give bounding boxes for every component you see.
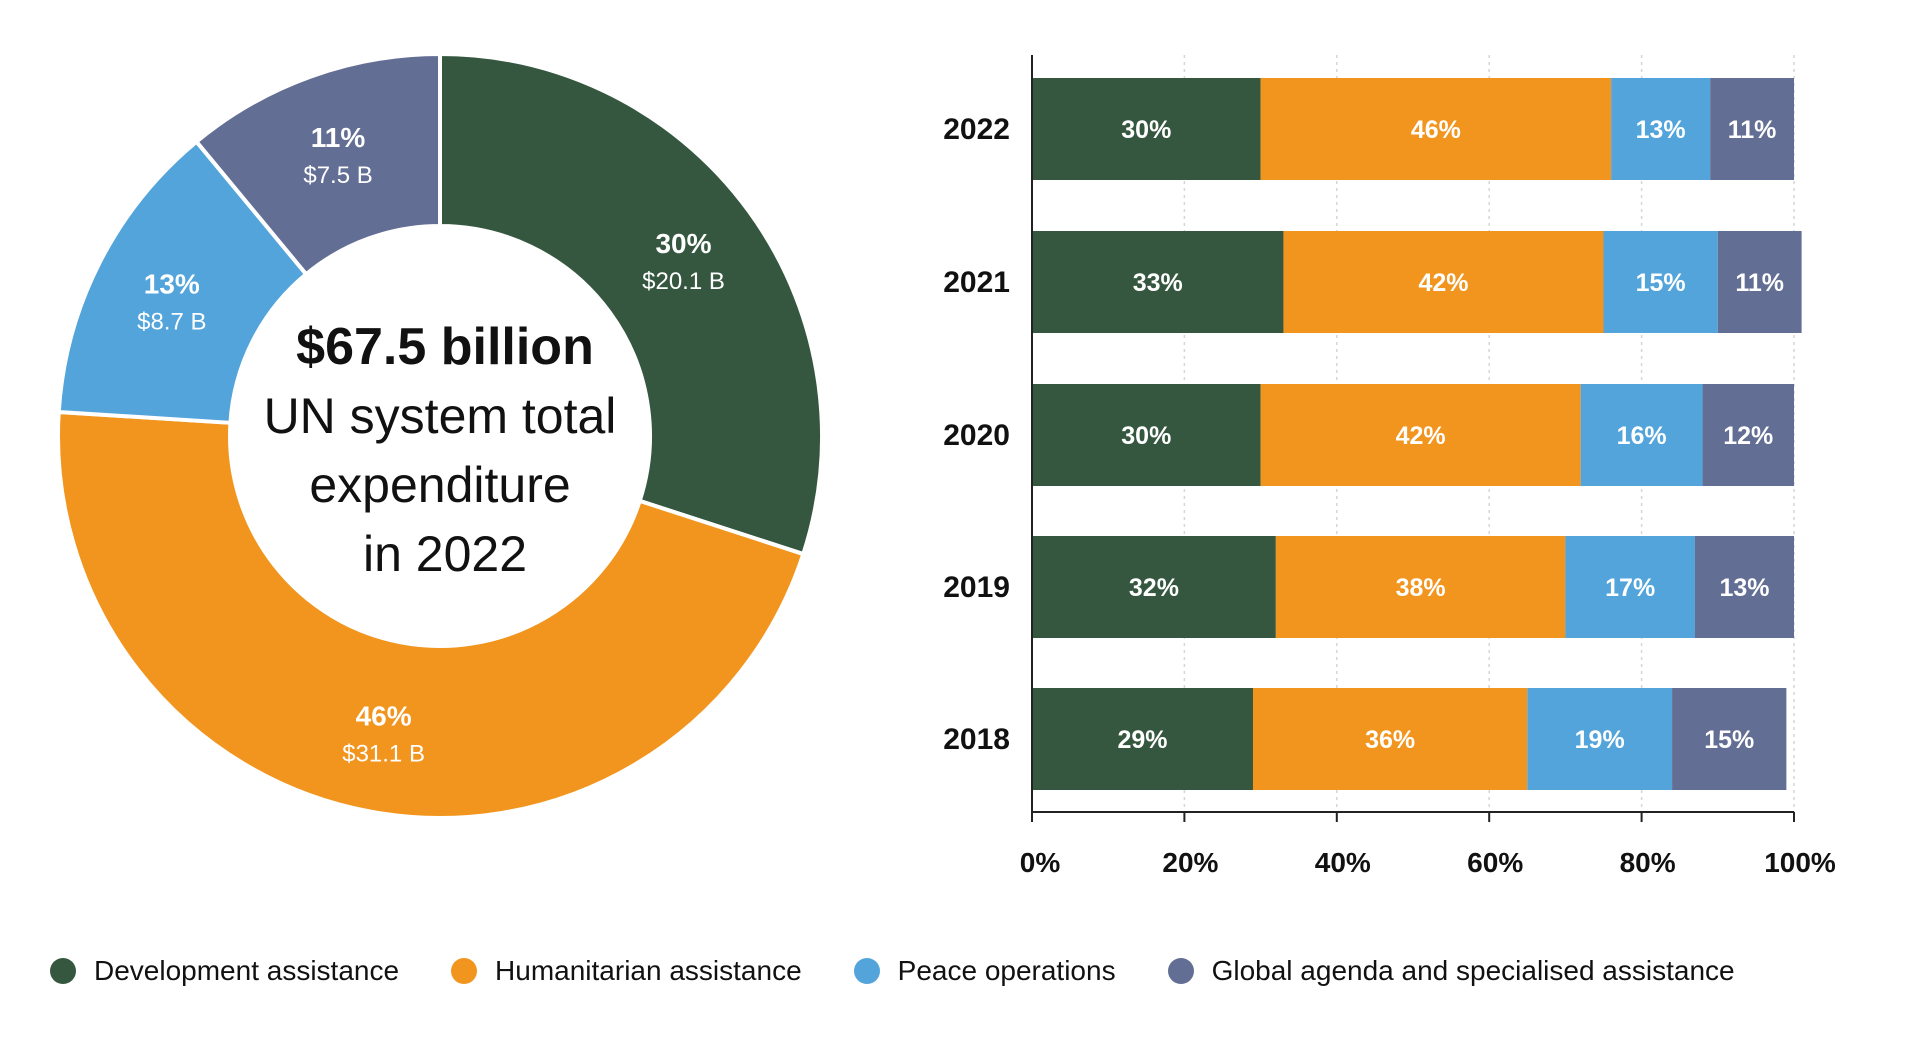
legend-swatch-development [50,958,76,984]
legend-label-development: Development assistance [94,955,400,986]
bar-value-label-humanitarian: 46% [1411,116,1461,144]
donut-label-percent-humanitarian: 46% [356,701,412,732]
bar-value-label-global: 13% [1719,574,1769,602]
donut-center-line-1: UN system total [264,388,617,444]
donut-label-amount-humanitarian: $31.1 B [342,741,425,768]
y-category-label: 2022 [943,113,1010,146]
y-category-label: 2019 [943,571,1010,604]
bar-segment-development [1032,536,1276,638]
legend: Development assistance Humanitarian assis… [50,955,1735,987]
x-tick-label: 100% [1764,847,1836,878]
donut-center-line-2: expenditure [309,457,570,513]
bar-value-label-peace: 16% [1617,422,1667,450]
bar-value-label-development: 30% [1121,422,1171,450]
donut-chart: 30% $20.1 B 46% $31.1 B 13% $8.7 B 11% $7.5 B [56,51,824,820]
x-tick-label: 40% [1315,847,1371,878]
legend-item-global: Global agenda and specialised assistance [1167,955,1735,987]
bar-segment-development [1032,688,1253,790]
bar-axes: 0% 20% 40% 60% 80% 100% [1020,55,1836,878]
bar-row-2021: 2021 33% 42% 15% 11% [943,231,1802,333]
bar-value-label-humanitarian: 42% [1418,269,1468,297]
legend-swatch-global [1167,958,1194,984]
legend-label-peace: Peace operations [897,955,1116,986]
bar-segment-development [1032,384,1261,486]
bar-row-2018: 2018 29% 36% 19% 15% [943,688,1787,790]
donut-center-text: $67.5 billion UN system total expenditur… [264,318,617,582]
y-category-label: 2021 [943,266,1010,299]
y-category-label: 2020 [943,419,1010,452]
legend-label-humanitarian: Humanitarian assistance [495,955,802,986]
bar-value-label-global: 11% [1735,269,1784,297]
bar-value-label-development: 30% [1121,116,1171,144]
donut-label-percent-peace: 13% [144,268,200,299]
stacked-bar-chart: 2022 30% 46% 13% 11% 2021 33% 42% 15% 11% 2020 30% 4… [943,55,1836,878]
bar-value-label-humanitarian: 38% [1396,574,1446,602]
bar-segment-peace [1580,384,1703,486]
bar-value-label-development: 33% [1133,269,1183,297]
donut-label-amount-development: $20.1 B [642,268,725,295]
legend-item-humanitarian: Humanitarian assistance [451,955,802,987]
donut-total-amount: $67.5 billion [296,318,594,376]
donut-center-line-3: in 2022 [363,526,527,582]
bar-segment-humanitarian [1252,688,1528,790]
donut-label-amount-peace: $8.7 B [137,308,206,335]
bar-segment-peace [1603,231,1718,333]
bar-segment-development [1032,78,1261,180]
legend-item-peace: Peace operations [853,955,1116,987]
bar-value-label-peace: 17% [1605,574,1655,602]
bar-segment-humanitarian [1275,536,1566,638]
bar-value-label-global: 11% [1728,116,1777,144]
legend-swatch-peace [853,958,880,984]
bar-segment-humanitarian [1260,78,1612,180]
bar-row-2020: 2020 30% 42% 16% 12% [943,384,1794,486]
bar-segment-global [1702,384,1794,486]
bar-segment-peace [1611,78,1711,180]
legend-item-development: Development assistance [50,955,399,987]
donut-slice-humanitarian [56,409,806,820]
bar-segment-global [1672,688,1787,790]
donut-label-percent-development: 30% [655,228,711,259]
bar-segment-peace [1565,536,1695,638]
legend-swatch-humanitarian [451,958,478,984]
x-tick-label: 80% [1620,847,1676,878]
donut-label-percent-global: 11% [311,122,366,153]
bar-value-label-global: 12% [1723,422,1773,450]
bar-segment-development [1032,231,1284,333]
bar-value-label-peace: 15% [1636,269,1686,297]
donut-label-amount-global: $7.5 B [303,162,372,189]
donut-slice-peace [56,138,309,425]
bar-value-label-development: 29% [1117,726,1167,754]
bar-segment-global [1710,78,1794,180]
x-tick-label: 0% [1020,847,1061,878]
bar-segment-humanitarian [1260,384,1581,486]
bar-value-label-global: 15% [1704,726,1754,754]
bar-value-label-humanitarian: 36% [1365,726,1415,754]
bar-segment-humanitarian [1283,231,1604,333]
bar-value-label-development: 32% [1129,574,1179,602]
bar-segment-global [1717,231,1802,333]
legend-label-global: Global agenda and specialised assistance [1211,955,1735,986]
bar-rows: 2022 30% 46% 13% 11% 2021 33% 42% 15% 11% 2020 30% 4… [943,78,1802,790]
bar-segment-peace [1527,688,1673,790]
y-category-label: 2018 [943,723,1010,756]
x-tick-label: 20% [1162,847,1218,878]
donut-slice-global [193,51,442,278]
bar-value-label-peace: 13% [1636,116,1686,144]
bar-value-label-peace: 19% [1575,726,1625,754]
bar-value-label-humanitarian: 42% [1396,422,1446,450]
bar-segment-global [1694,536,1794,638]
bar-row-2022: 2022 30% 46% 13% 11% [943,78,1794,180]
x-tick-label: 60% [1467,847,1523,878]
bar-row-2019: 2019 32% 38% 17% 13% [943,536,1794,638]
donut-slice-development [438,51,824,557]
